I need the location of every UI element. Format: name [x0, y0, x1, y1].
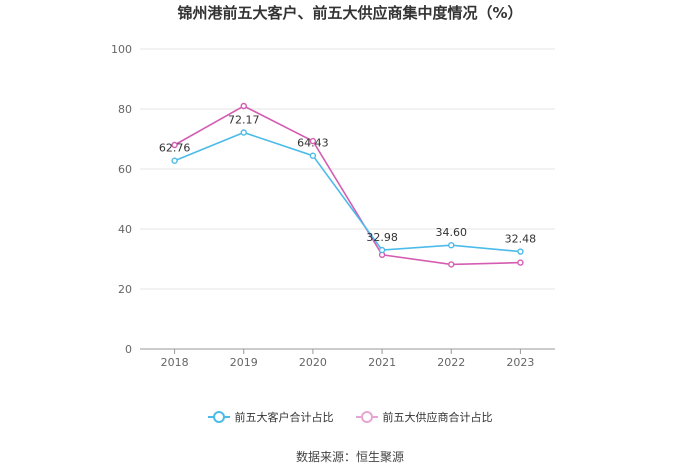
data-point-0-0 — [171, 157, 178, 164]
data-point-0-3 — [378, 246, 386, 254]
line-chart: 0 20 40 60 80 100 2018 2019 2020 2021 2022 2023 62.… — [111, 43, 555, 369]
legend-swatch-suppliers — [355, 411, 378, 423]
series-line-1 — [174, 105, 521, 266]
data-point-1-5 — [517, 259, 524, 266]
legend-item-suppliers[interactable]: 前五大供应商合计占比 — [355, 409, 493, 425]
legend-swatch-customers — [207, 411, 230, 423]
y-tick-label: 0 — [125, 343, 132, 356]
x-tick-label: 2019 — [230, 356, 258, 369]
data-point-1-4 — [448, 261, 455, 268]
y-tick-label: 40 — [118, 223, 132, 236]
x-tick-label: 2022 — [437, 356, 465, 369]
y-tick-label: 60 — [118, 163, 132, 176]
data-label: 72.17 — [228, 113, 260, 126]
data-source: 数据来源：恒生聚源 — [295, 450, 404, 464]
data-label: 34.60 — [436, 226, 468, 239]
y-tick-label: 80 — [118, 103, 132, 116]
data-point-1-0 — [171, 141, 178, 149]
y-tick-label: 100 — [111, 43, 132, 56]
x-tick-label: 2020 — [299, 356, 327, 369]
data-label: 64.43 — [297, 137, 329, 150]
data-label: 62.76 — [159, 142, 191, 155]
legend-label-customers: 前五大客户合计占比 — [234, 411, 334, 424]
data-point-1-1 — [240, 102, 247, 110]
x-tick-label: 2023 — [506, 356, 534, 369]
data-point-0-4 — [448, 241, 455, 249]
x-tick-label: 2018 — [161, 356, 189, 369]
data-label: 32.98 — [366, 231, 398, 244]
legend-item-customers[interactable]: 前五大客户合计占比 — [207, 409, 334, 425]
data-label: 32.48 — [505, 233, 537, 246]
data-point-0-2 — [309, 152, 317, 159]
data-point-0-5 — [517, 248, 524, 255]
legend-label-suppliers: 前五大供应商合计占比 — [382, 411, 493, 424]
chart-title: 锦州港前五大客户、前五大供应商集中度情况（%） — [177, 4, 523, 22]
x-tick-label: 2021 — [368, 356, 396, 369]
series-line-0 — [174, 131, 521, 253]
chart-legend: 前五大客户合计占比 前五大供应商合计占比 — [0, 409, 700, 425]
data-point-0-1 — [240, 129, 247, 136]
data-point-1-2 — [309, 137, 317, 145]
y-tick-label: 20 — [118, 283, 132, 296]
